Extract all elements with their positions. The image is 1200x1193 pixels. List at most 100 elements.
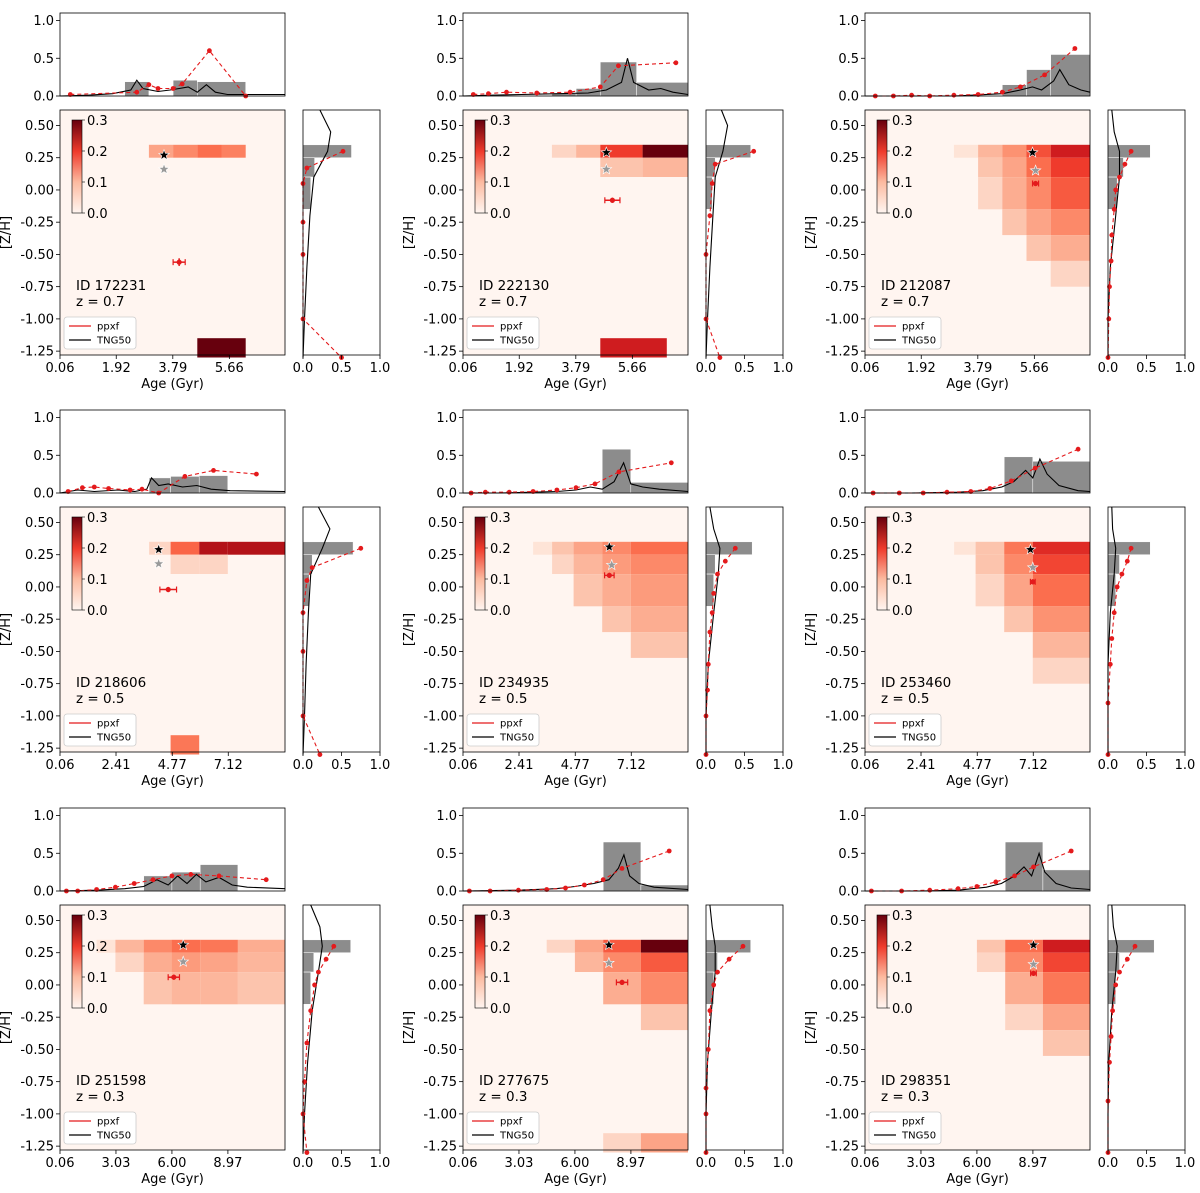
legend-label: TNG50: [499, 733, 534, 744]
heatmap-cell: [640, 1004, 688, 1031]
side-x-tick-label: 1.0: [1175, 1156, 1196, 1171]
ppxf-metal-point: [705, 661, 711, 667]
y-tick-label: 0.25: [25, 548, 54, 563]
ppxf-age-point: [597, 84, 603, 90]
side-x-tick-label: 0.5: [1136, 1156, 1157, 1171]
x-tick-label: 3.03: [101, 1156, 130, 1171]
x-tick-label: 0.06: [851, 758, 880, 773]
colorbar-tick-label: 0.0: [892, 604, 913, 619]
y-tick-label: -1.25: [423, 742, 457, 757]
ppxf-age-point: [673, 60, 679, 66]
ppxf-age-point: [668, 460, 674, 466]
ppxf-age-point: [170, 86, 176, 91]
legend-box: [63, 316, 137, 350]
colorbar-tick-label: 0.0: [87, 604, 108, 619]
redshift-label: z = 0.3: [479, 1089, 527, 1105]
ppxf-age-point: [1031, 864, 1036, 870]
y-axis-label: [Z/H]: [402, 216, 417, 249]
metallicity-distribution-panel: 0.0 0.5 1.0: [696, 109, 793, 376]
y-tick-label: -0.75: [20, 280, 54, 295]
age-hist-bar: [1003, 456, 1034, 494]
ppxf-metal-point: [308, 1008, 314, 1014]
x-tick-label: 2.41: [102, 758, 131, 773]
ppxf-metal-point: [316, 969, 321, 975]
ppxf-metal-point: [323, 956, 329, 962]
x-tick-label: 4.77: [561, 758, 590, 773]
heatmap-cell: [602, 606, 631, 633]
y-tick-label: -0.75: [423, 677, 457, 692]
colorbar: [71, 119, 83, 214]
heatmap-cell: [642, 157, 688, 177]
ppxf-mean-point: [171, 974, 177, 980]
side-x-tick-label: 1.0: [1175, 758, 1196, 773]
heatmap-cell: [600, 338, 667, 358]
heatmap-cell: [115, 939, 144, 953]
ppxf-metal-point: [1117, 174, 1122, 180]
x-tick-label: 7.12: [1019, 758, 1048, 773]
legend-label: ppxf: [902, 719, 925, 730]
heatmap-cell: [1050, 260, 1090, 287]
tng50-star-marker: [1027, 938, 1040, 951]
panel-8: 0.50 0.25 0.00 -0.25 -0.50 -0.75 -1.00 -1.25 [Z/…: [402, 807, 793, 1187]
age-distribution-panel: 1.0 0.5 0.0: [33, 12, 286, 105]
heatmap-cell: [1032, 541, 1090, 555]
ppxf-age-point: [600, 877, 606, 883]
heatmap-cell: [200, 972, 238, 1005]
heatmap-cell: [600, 157, 643, 177]
tng50-star-marker: [602, 938, 615, 951]
ppxf-metal-point: [1106, 316, 1112, 322]
side-x-tick-label: 0.5: [1136, 758, 1157, 773]
top-y-tick-label: 0.5: [838, 449, 859, 464]
top-y-tick-label: 0.5: [33, 449, 54, 464]
y-tick-label: -0.50: [20, 645, 54, 660]
colorbar-tick-label: 0.2: [87, 940, 108, 955]
heatmap-cell: [978, 144, 1003, 158]
y-tick-label: -1.25: [423, 1140, 457, 1155]
ppxf-age-point: [987, 486, 993, 491]
grey-star-marker: [1026, 561, 1039, 573]
tng50-age-line: [462, 58, 689, 97]
colorbar-tick-label: 0.2: [87, 542, 108, 557]
colorbar-tick-label: 0.2: [892, 145, 913, 160]
x-axis-label: Age (Gyr): [141, 377, 204, 392]
heatmap-panel: 0.50 0.25 0.00 -0.25 -0.50 -0.75 -1.00 -1.25 [Z/…: [402, 506, 689, 789]
heatmap-cell: [954, 541, 976, 555]
colorbar-tick-label: 0.0: [87, 1002, 108, 1017]
ppxf-metal-point: [317, 752, 323, 757]
y-tick-label: -1.00: [423, 1107, 457, 1122]
x-tick-label: 6.00: [157, 1156, 186, 1171]
ppxf-age-point: [80, 485, 85, 491]
grey-star-marker: [152, 557, 165, 569]
y-tick-label: -0.25: [825, 216, 859, 231]
heatmap-panel: 0.50 0.25 0.00 -0.25 -0.50 -0.75 -1.00 -1.25 [Z/…: [402, 904, 689, 1187]
age-distribution-panel: 1.0 0.5 0.0: [33, 807, 286, 900]
ppxf-age-point: [951, 92, 957, 98]
x-tick-label: 4.77: [963, 758, 992, 773]
tng50-metal-line: [705, 109, 729, 358]
top-y-tick-label: 1.0: [436, 809, 457, 824]
colorbar-tick-label: 0.1: [892, 573, 913, 588]
ppxf-age-point: [1072, 46, 1078, 51]
heatmap-cell: [573, 541, 603, 555]
heatmap-cell: [143, 939, 172, 953]
y-tick-label: -0.75: [825, 1075, 859, 1090]
ppxf-age-point: [573, 485, 579, 491]
ppxf-age-point: [182, 474, 188, 479]
heatmap-cell: [630, 606, 688, 633]
y-tick-label: -1.00: [20, 312, 54, 327]
colorbar-tick-label: 0.2: [892, 542, 913, 557]
ppxf-age-point: [563, 885, 568, 891]
colorbar-tick-label: 0.2: [490, 145, 511, 160]
heatmap-cell: [1002, 157, 1027, 177]
y-tick-label: 0.00: [830, 183, 859, 198]
y-tick-label: -1.00: [825, 709, 859, 724]
tng50-metal-line: [302, 506, 331, 755]
ppxf-metal-point: [717, 355, 723, 360]
x-tick-label: 0.06: [851, 1156, 880, 1171]
metallicity-distribution-panel: 0.0 0.5 1.0: [1098, 109, 1195, 376]
x-axis-label: Age (Gyr): [946, 1172, 1009, 1187]
top-panel-frame: [462, 807, 689, 892]
colorbar-tick-label: 0.2: [87, 145, 108, 160]
panel-1: 0.50 0.25 0.00 -0.25 -0.50 -0.75 -1.00 -1.25 [Z/…: [0, 12, 390, 392]
heatmap-cell: [1002, 209, 1027, 236]
